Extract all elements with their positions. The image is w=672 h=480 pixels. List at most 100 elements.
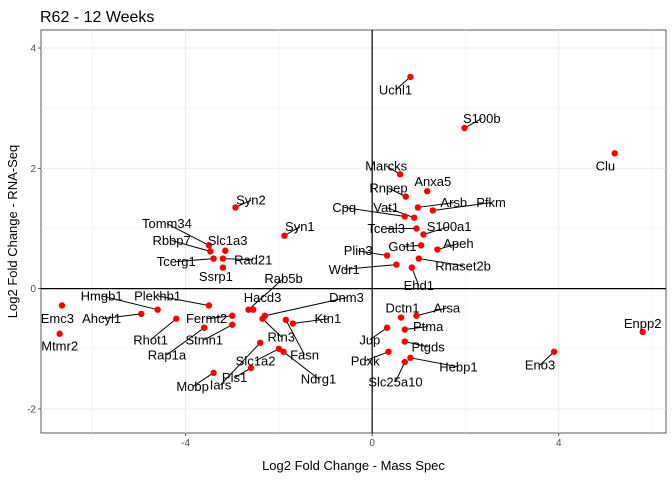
leader-line <box>220 342 261 386</box>
data-point <box>154 306 161 313</box>
data-point <box>250 306 257 313</box>
data-point <box>222 247 229 254</box>
point-label: Tceal3 <box>367 221 405 236</box>
data-point <box>281 232 288 239</box>
data-point <box>205 242 213 249</box>
point-label: Eno3 <box>525 358 555 373</box>
leader-line <box>358 250 388 257</box>
plot-panel <box>40 29 667 434</box>
point-label: S100a1 <box>427 219 472 234</box>
data-point <box>275 345 283 352</box>
point-label: Fermt2 <box>186 311 227 326</box>
leader-line <box>416 307 447 317</box>
point-label: Got1 <box>388 239 416 254</box>
point-label: Wdr1 <box>329 262 360 277</box>
data-point <box>280 348 287 355</box>
point-label: Pdxk <box>351 353 380 368</box>
point-label: Mtmr2 <box>41 338 78 353</box>
leader-line <box>404 341 429 348</box>
point-label: Cpq <box>332 200 356 215</box>
point-label: S100b <box>463 111 501 126</box>
leader-line <box>369 327 388 341</box>
data-point <box>229 321 236 328</box>
data-point <box>259 315 266 322</box>
leader-line <box>157 295 210 306</box>
data-point <box>58 302 66 309</box>
data-point <box>229 312 236 319</box>
point-label: Rap1a <box>148 347 187 362</box>
leader-line <box>432 202 492 211</box>
point-label: Dctn1 <box>385 300 419 315</box>
data-point <box>247 364 255 372</box>
leader-line <box>423 226 450 235</box>
point-label: Anxa5 <box>414 174 451 189</box>
data-point <box>393 261 400 268</box>
point-label: Clu <box>596 158 616 173</box>
leader-line <box>176 258 214 263</box>
point-label: Plin3 <box>344 243 373 258</box>
point-label: Hebp1 <box>439 359 477 374</box>
y-tick-label: 4 <box>30 44 36 55</box>
point-label: Ptma <box>413 319 444 334</box>
leader-line <box>292 318 328 325</box>
data-point <box>461 124 468 132</box>
leader-line <box>464 117 483 129</box>
data-point <box>401 338 409 345</box>
x-tick-label: 0 <box>369 438 375 449</box>
point-label: Iars <box>210 377 232 392</box>
leader-line <box>417 202 454 208</box>
point-labels: Uchl1 S100b Clu Marcks Anxa5 Rnpep Arsb Pfkm Cpq… <box>41 83 662 395</box>
data-point <box>219 264 227 271</box>
point-label: Fasn <box>290 347 319 362</box>
point-label: Rtn3 <box>267 329 294 344</box>
point-label: Ndrg1 <box>301 371 336 386</box>
x-tick-label: 4 <box>556 438 562 449</box>
point-label: Stmn1 <box>185 332 223 347</box>
y-tick-label: -2 <box>27 404 36 415</box>
point-label: Syn1 <box>285 219 315 234</box>
data-point <box>383 252 391 259</box>
leader-line <box>150 318 177 341</box>
y-tick-label: 0 <box>30 284 36 295</box>
point-label: Pls1 <box>222 370 247 385</box>
point-label: Arsb <box>440 195 467 210</box>
leader-line <box>395 76 411 91</box>
leader-line <box>364 351 389 362</box>
leader-line <box>248 278 284 311</box>
leader-line <box>264 297 347 317</box>
data-point <box>219 255 227 262</box>
point-label: Rab5b <box>264 271 302 286</box>
y-axis-title: Log2 Fold Change - RNA-Seq <box>5 145 20 318</box>
leader-line <box>204 324 233 341</box>
point-label: Ktn1 <box>314 311 341 326</box>
data-point <box>413 225 420 232</box>
data-point <box>207 248 214 255</box>
point-label: Arsa <box>433 300 461 315</box>
data-point <box>289 320 297 327</box>
data-point <box>257 339 264 346</box>
data-points <box>56 73 646 377</box>
point-label: Plekhb1 <box>134 288 181 303</box>
data-point <box>205 302 213 309</box>
reference-lines <box>41 30 666 433</box>
point-label: Rbbp7 <box>152 233 190 248</box>
data-point <box>423 188 431 195</box>
point-label: Apeh <box>443 236 473 251</box>
data-point <box>417 242 425 249</box>
point-label: Ptgds <box>412 339 446 354</box>
leader-line <box>344 264 397 270</box>
data-point <box>407 354 414 362</box>
data-point <box>397 314 405 321</box>
leader-line <box>283 351 319 380</box>
leader-line <box>171 240 211 252</box>
leader-line <box>385 206 415 219</box>
point-label: Emc3 <box>41 311 74 326</box>
leader-line <box>206 315 233 320</box>
leader-line <box>255 348 280 362</box>
data-point <box>401 326 409 333</box>
point-label: Rhot1 <box>133 332 168 347</box>
point-label: Mobp <box>176 379 209 394</box>
data-point <box>401 213 409 220</box>
point-label: Ehd1 <box>404 278 434 293</box>
